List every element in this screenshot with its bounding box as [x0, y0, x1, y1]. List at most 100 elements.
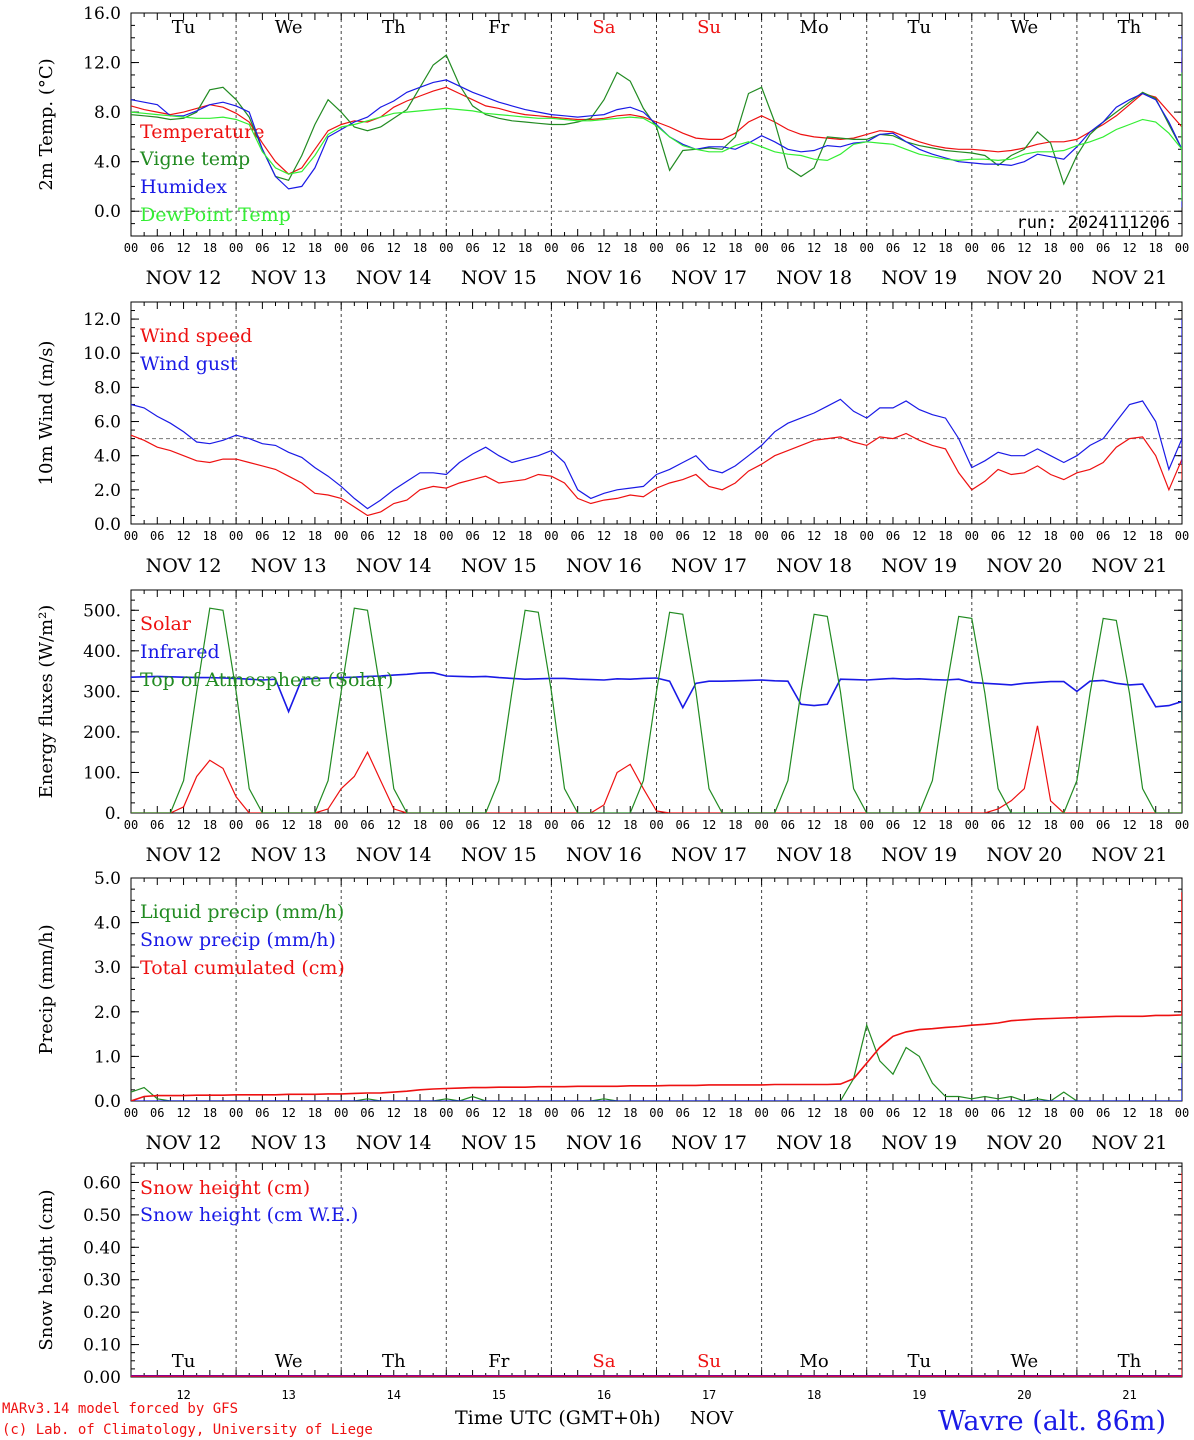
hour-tick-label: 18 [728, 1106, 742, 1120]
hour-tick-label: 18 [413, 241, 427, 255]
hour-tick-label: 12 [1017, 529, 1031, 543]
hour-tick-label: 18 [938, 1106, 952, 1120]
hour-tick-label: 12 [281, 1106, 295, 1120]
hour-tick-label: 06 [1096, 241, 1110, 255]
date-label: NOV 13 [251, 1132, 327, 1154]
legend-entry: Humidex [140, 176, 227, 198]
hour-tick-label: 00 [124, 1106, 138, 1120]
hour-tick-label: 06 [676, 1106, 690, 1120]
hour-tick-label: 12 [492, 241, 506, 255]
weekday-label: Fr [488, 1351, 509, 1372]
hour-tick-label: 00 [754, 241, 768, 255]
weekday-label: Mo [800, 1351, 829, 1372]
hour-tick-label: 18 [833, 241, 847, 255]
weekday-label: We [1011, 1351, 1039, 1372]
hour-tick-label: 12 [807, 241, 821, 255]
hour-tick-label: 06 [1096, 818, 1110, 832]
date-label: NOV 17 [671, 555, 747, 577]
hour-tick-label: 00 [439, 818, 453, 832]
y-tick-label: 400. [83, 642, 121, 662]
hour-tick-label: 18 [1043, 241, 1057, 255]
hour-tick-label: 18 [1043, 529, 1057, 543]
hour-tick-label: 12 [1017, 818, 1031, 832]
date-label: NOV 19 [881, 555, 957, 577]
date-label: NOV 14 [356, 267, 432, 289]
legend-entry: Total cumulated (cm) [140, 957, 345, 979]
date-label: NOV 13 [251, 267, 327, 289]
hour-tick-label: 06 [570, 241, 584, 255]
hour-tick-label: 18 [1148, 529, 1162, 543]
hour-tick-label: 00 [439, 241, 453, 255]
date-label: NOV 19 [881, 1132, 957, 1154]
hour-tick-label: 06 [991, 818, 1005, 832]
date-label: NOV 13 [251, 844, 327, 866]
date-label: NOV 16 [566, 844, 642, 866]
date-label: NOV 18 [776, 1132, 852, 1154]
hour-tick-label: 00 [859, 818, 873, 832]
hour-tick-label: 18 [203, 1106, 217, 1120]
y-tick-label: 200. [83, 723, 121, 743]
hour-tick-label: 12 [912, 241, 926, 255]
legend-entry: Infrared [140, 641, 220, 663]
y-tick-label: 0.60 [83, 1173, 121, 1193]
date-label: NOV 14 [356, 555, 432, 577]
y-tick-label: 8.0 [94, 103, 121, 123]
day-number-label: 21 [1122, 1388, 1136, 1402]
hour-tick-label: 00 [1070, 818, 1084, 832]
hour-tick-label: 12 [807, 529, 821, 543]
hour-tick-label: 12 [1122, 529, 1136, 543]
hour-tick-label: 12 [492, 529, 506, 543]
hour-tick-label: 12 [176, 818, 190, 832]
hour-tick-label: 00 [544, 529, 558, 543]
date-label: NOV 16 [566, 555, 642, 577]
weekday-label: Sa [592, 1351, 615, 1372]
hour-tick-label: 12 [387, 1106, 401, 1120]
x-axis-label: Time UTC (GMT+0h) [455, 1407, 661, 1429]
hour-tick-label: 00 [334, 1106, 348, 1120]
series-line [131, 370, 1182, 517]
hour-tick-label: 00 [334, 241, 348, 255]
hour-tick-label: 00 [229, 1106, 243, 1120]
plot-frame [130, 589, 1183, 814]
hour-tick-label: 18 [938, 529, 952, 543]
day-number-label: 20 [1017, 1388, 1031, 1402]
hour-tick-label: 00 [859, 1106, 873, 1120]
legend-entry: Snow precip (mm/h) [140, 929, 336, 951]
y-tick-label: 4.0 [94, 447, 121, 467]
hour-tick-label: 00 [544, 241, 558, 255]
date-label: NOV 21 [1092, 844, 1168, 866]
hour-tick-label: 12 [702, 529, 716, 543]
legend-entry: Solar [140, 613, 192, 635]
hour-tick-label: 12 [1122, 241, 1136, 255]
hour-tick-label: 00 [1070, 241, 1084, 255]
hour-tick-label: 18 [308, 241, 322, 255]
day-number-label: 14 [387, 1388, 401, 1402]
hour-tick-label: 12 [1122, 1106, 1136, 1120]
y-tick-label: 2.0 [94, 481, 121, 501]
hour-tick-label: 00 [649, 1106, 663, 1120]
hour-tick-label: 18 [728, 241, 742, 255]
series-line [131, 669, 1182, 720]
credit-line-2: (c) Lab. of Climatology, University of L… [2, 1422, 373, 1438]
day-number-label: 12 [176, 1388, 190, 1402]
date-label: NOV 15 [461, 267, 537, 289]
hour-tick-label: 18 [518, 241, 532, 255]
hour-tick-label: 18 [623, 529, 637, 543]
hour-tick-label: 00 [124, 529, 138, 543]
hour-tick-label: 06 [676, 529, 690, 543]
y-tick-label: 3.0 [94, 958, 121, 978]
hour-tick-label: 18 [1148, 241, 1162, 255]
hour-tick-label: 00 [124, 818, 138, 832]
y-tick-label: 0.20 [83, 1303, 121, 1323]
weekday-label: Fr [488, 17, 509, 38]
legend-entry: DewPoint Temp [140, 204, 291, 226]
hour-tick-label: 18 [518, 818, 532, 832]
y-axis-label: Energy fluxes (W/m²) [36, 605, 57, 799]
weekday-label: We [275, 1351, 303, 1372]
date-label: NOV 13 [251, 555, 327, 577]
legend-entry: Wind speed [140, 325, 252, 347]
hour-tick-label: 00 [439, 529, 453, 543]
y-tick-label: 6.0 [94, 413, 121, 433]
hour-tick-label: 00 [754, 529, 768, 543]
